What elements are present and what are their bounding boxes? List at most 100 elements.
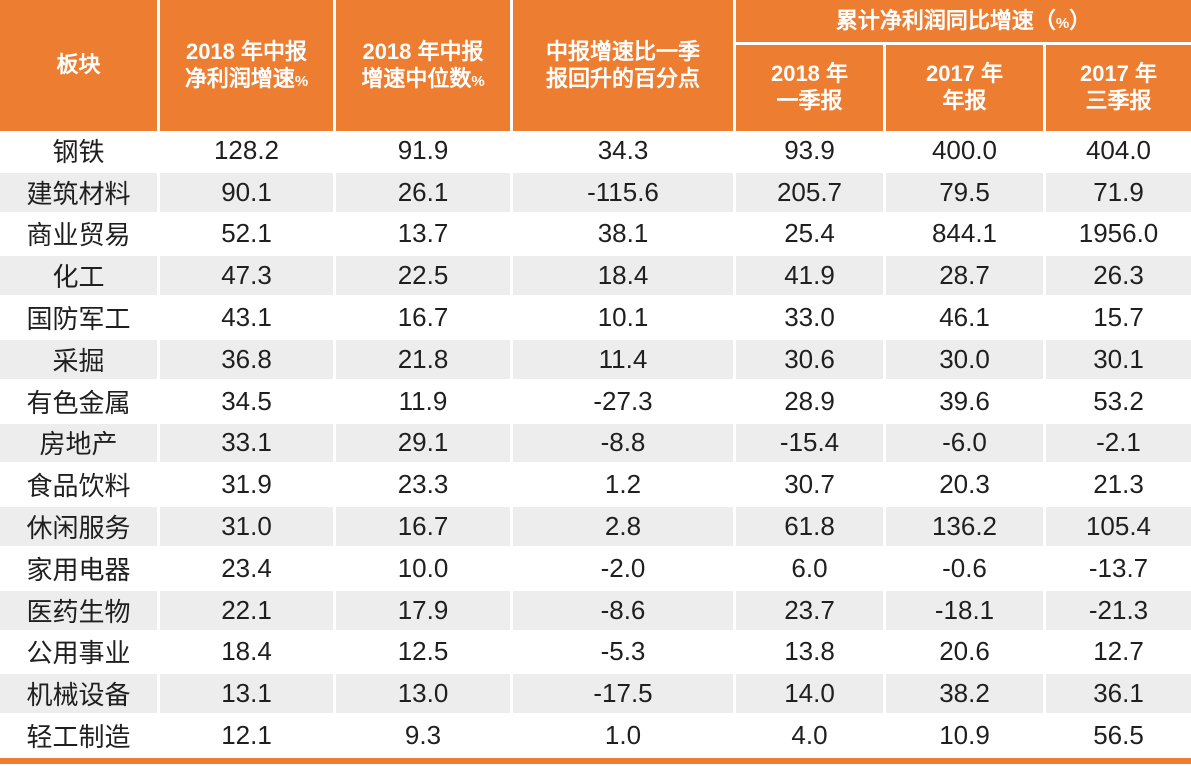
table-row: 商业贸易 52.1 13.7 38.1 25.4 844.1 1956.0 (0, 214, 1191, 257)
value-cell-2017q3: 71.9 (1043, 172, 1191, 212)
value-cell-2018q1: 61.8 (733, 507, 883, 546)
table-row: 钢铁 128.2 91.9 34.3 93.9 400.0 404.0 (0, 131, 1191, 173)
value-cell-interim-growth: 31.0 (157, 507, 333, 546)
cumulative-group-close: ） (1069, 7, 1092, 33)
value-cell-2018q1: 30.7 (733, 465, 883, 505)
header-line2: 一季报 (776, 88, 843, 113)
header-sector-label: 板块 (56, 52, 101, 78)
value-cell-interim-growth: 23.4 (157, 548, 333, 588)
value-cell-rebound: -27.3 (510, 381, 733, 421)
value-cell-rebound: 11.4 (510, 339, 733, 379)
cumulative-group-label: 累计净利润同比增速（ (835, 7, 1056, 33)
value-cell-2018q1: 30.6 (733, 339, 883, 379)
percent-suffix: % (1055, 14, 1070, 32)
value-cell-interim-growth: 36.8 (157, 339, 333, 379)
value-cell-interim-growth: 90.1 (157, 172, 333, 212)
value-cell-2018q1: 23.7 (733, 590, 883, 630)
value-cell-interim-growth: 34.5 (157, 381, 333, 421)
sector-cell: 有色金属 (26, 387, 131, 418)
value-cell-2017q3: 53.2 (1043, 381, 1191, 421)
value-cell-2017-annual: 400.0 (883, 131, 1043, 170)
value-cell-2017-annual: 28.7 (883, 256, 1043, 296)
table-row: 公用事业 18.4 12.5 -5.3 13.8 20.6 12.7 (0, 632, 1191, 675)
value-cell-2017-annual: 79.5 (883, 172, 1043, 212)
value-cell-median: 10.0 (333, 548, 510, 588)
header-cell-growth-median: 2018 年中报 增速中位数% (333, 0, 510, 131)
value-cell-rebound: -115.6 (510, 172, 733, 212)
value-cell-median: 13.0 (333, 674, 510, 714)
bottom-accent-bar (0, 758, 1191, 764)
value-cell-rebound: 1.2 (510, 465, 733, 505)
value-cell-interim-growth: 18.4 (157, 632, 333, 672)
value-cell-2017-annual: -0.6 (883, 548, 1043, 588)
value-cell-2017q3: -21.3 (1043, 590, 1191, 630)
table-row: 轻工制造 12.1 9.3 1.0 4.0 10.9 56.5 (0, 716, 1191, 758)
value-cell-rebound: 18.4 (510, 256, 733, 296)
value-cell-2018q1: 205.7 (733, 172, 883, 212)
value-cell-interim-growth: 13.1 (157, 674, 333, 714)
value-cell-2017q3: 30.1 (1043, 339, 1191, 379)
value-cell-interim-growth: 52.1 (157, 214, 333, 254)
value-cell-median: 29.1 (333, 423, 510, 463)
header-line1: 中报增速比一季 (545, 38, 700, 64)
value-cell-2018q1: -15.4 (733, 423, 883, 463)
header-cell-sector: 板块 (0, 0, 157, 131)
value-cell-2018q1: 93.9 (733, 131, 883, 170)
value-cell-2017-annual: -18.1 (883, 590, 1043, 630)
sector-cell: 采掘 (52, 345, 105, 376)
value-cell-2017q3: 56.5 (1043, 716, 1191, 755)
value-cell-2017q3: 12.7 (1043, 632, 1191, 672)
header-cell-2017-annual: 2017 年 年报 (883, 45, 1043, 131)
value-cell-interim-growth: 128.2 (157, 131, 333, 170)
value-cell-interim-growth: 47.3 (157, 256, 333, 296)
value-cell-2017-annual: 20.3 (883, 465, 1043, 505)
header-line2: 增速中位数 (361, 65, 472, 91)
header-line1: 2017 年 (925, 61, 1004, 87)
table-row: 有色金属 34.5 11.9 -27.3 28.9 39.6 53.2 (0, 381, 1191, 424)
value-cell-2017q3: 36.1 (1043, 674, 1191, 714)
value-cell-median: 23.3 (333, 465, 510, 505)
value-cell-2017q3: 1956.0 (1043, 214, 1191, 254)
value-cell-median: 11.9 (333, 381, 510, 421)
header-line1: 2017 年 (1079, 61, 1158, 87)
value-cell-interim-growth: 33.1 (157, 423, 333, 463)
value-cell-2017-annual: 10.9 (883, 716, 1043, 755)
value-cell-interim-growth: 43.1 (157, 298, 333, 337)
sector-cell: 建筑材料 (26, 178, 131, 209)
sector-cell: 食品饮料 (26, 471, 131, 502)
header-cell-cumulative-growth-group: 累计净利润同比增速（%） (733, 0, 1191, 45)
header-cell-rebound-pp: 中报增速比一季 报回升的百分点 (510, 0, 733, 131)
value-cell-2018q1: 14.0 (733, 674, 883, 714)
value-cell-2017-annual: 30.0 (883, 339, 1043, 379)
table-row: 化工 47.3 22.5 18.4 41.9 28.7 26.3 (0, 256, 1191, 299)
value-cell-rebound: 1.0 (510, 716, 733, 755)
value-cell-2017-annual: 38.2 (883, 674, 1043, 714)
value-cell-median: 16.7 (333, 507, 510, 546)
value-cell-rebound: -5.3 (510, 632, 733, 672)
value-cell-2018q1: 13.8 (733, 632, 883, 672)
header-line2: 报回升的百分点 (545, 65, 700, 91)
value-cell-2017q3: 26.3 (1043, 256, 1191, 296)
value-cell-2018q1: 28.9 (733, 381, 883, 421)
sector-cell: 家用电器 (26, 554, 131, 585)
percent-suffix: % (471, 72, 485, 90)
table-row: 休闲服务 31.0 16.7 2.8 61.8 136.2 105.4 (0, 507, 1191, 549)
sector-cell: 医药生物 (26, 596, 131, 627)
value-cell-median: 21.8 (333, 339, 510, 379)
header-line2: 年报 (942, 88, 987, 113)
value-cell-interim-growth: 31.9 (157, 465, 333, 505)
header-line1: 2018 年 (770, 61, 849, 87)
sector-cell: 休闲服务 (26, 513, 131, 544)
value-cell-2018q1: 33.0 (733, 298, 883, 337)
value-cell-median: 22.5 (333, 256, 510, 296)
table-row: 机械设备 13.1 13.0 -17.5 14.0 38.2 36.1 (0, 674, 1191, 717)
header-cell-interim-profit-growth: 2018 年中报 净利润增速% (157, 0, 333, 131)
sector-cell: 钢铁 (52, 136, 105, 167)
value-cell-2017-annual: 39.6 (883, 381, 1043, 421)
value-cell-rebound: 38.1 (510, 214, 733, 254)
value-cell-median: 12.5 (333, 632, 510, 672)
value-cell-2017-annual: 136.2 (883, 507, 1043, 546)
value-cell-2018q1: 4.0 (733, 716, 883, 755)
value-cell-2017q3: 404.0 (1043, 131, 1191, 170)
